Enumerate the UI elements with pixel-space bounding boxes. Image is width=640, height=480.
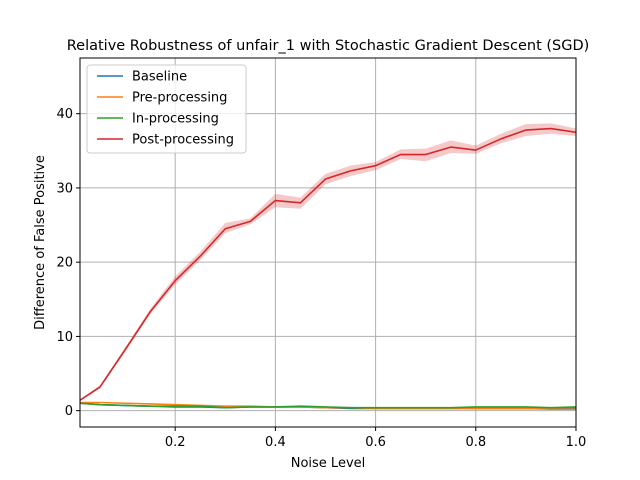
y-tick-label: 40 bbox=[56, 107, 73, 122]
x-axis-label: Noise Level bbox=[291, 456, 366, 471]
y-axis-label: Difference of False Positive bbox=[33, 155, 48, 330]
series-line bbox=[79, 402, 577, 409]
series-layer bbox=[79, 123, 577, 410]
plot-frame bbox=[79, 57, 577, 428]
legend-label: Pre-processing bbox=[132, 91, 227, 106]
legend-label: In-processing bbox=[132, 112, 219, 127]
legend: Baseline Pre-processing In-processing Post-… bbox=[86, 64, 247, 154]
y-tick-label: 0 bbox=[65, 404, 73, 419]
x-tick-label: 0.4 bbox=[265, 435, 286, 450]
x-tick-label: 0.6 bbox=[365, 435, 386, 450]
y-tick-label: 20 bbox=[56, 256, 73, 271]
legend-label: Baseline bbox=[132, 70, 187, 85]
legend-label: Post-processing bbox=[132, 133, 234, 148]
grid-layer bbox=[80, 58, 577, 427]
x-tick-label: 0.2 bbox=[165, 435, 186, 450]
x-tick-label: 0.8 bbox=[465, 435, 486, 450]
y-tick-label: 30 bbox=[56, 181, 73, 196]
series-line bbox=[79, 127, 577, 401]
x-tick-label: 1.0 bbox=[566, 435, 587, 450]
y-tick-label: 10 bbox=[56, 330, 73, 345]
chart-title: Relative Robustness of unfair_1 with Sto… bbox=[67, 38, 590, 54]
tick-layer: 0.2 0.4 0.6 0.8 1.0 0 10 20 30 40 bbox=[56, 107, 586, 450]
legend-box bbox=[86, 64, 247, 154]
